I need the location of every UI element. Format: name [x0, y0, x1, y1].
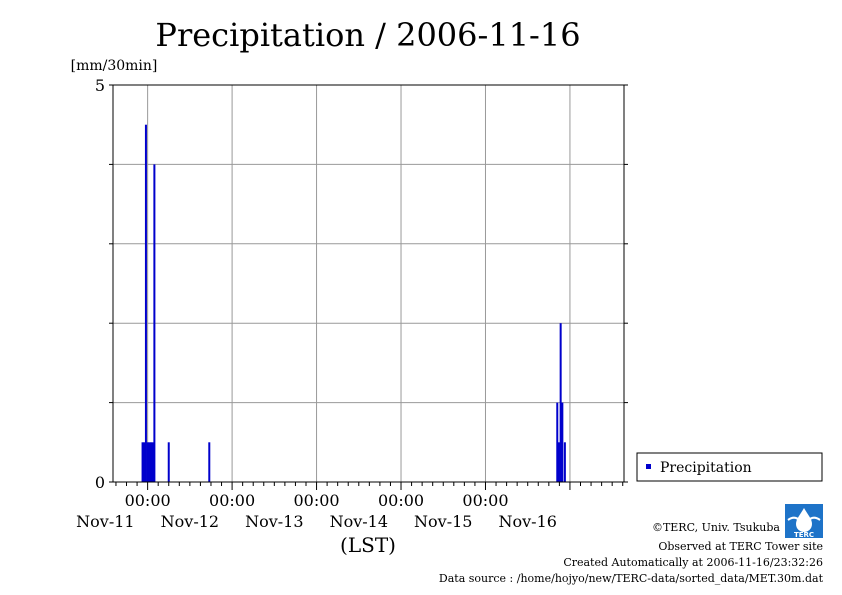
logo-text: TERC	[794, 531, 814, 539]
x-date-label: Nov-15	[414, 512, 472, 531]
observed-text: Observed at TERC Tower site	[658, 540, 823, 553]
precipitation-bar	[146, 442, 149, 482]
y-tick-label: 5	[95, 76, 105, 95]
x-axis-label: (LST)	[340, 533, 396, 557]
precipitation-bar	[144, 124, 147, 482]
precipitation-bar	[559, 323, 562, 482]
precipitation-bar	[141, 442, 144, 482]
x-time-label: 00:00	[294, 491, 340, 510]
copyright-text: ©TERC, Univ. Tsukuba	[652, 521, 780, 534]
y-tick-label: 0	[95, 473, 105, 492]
x-date-label: Nov-16	[498, 512, 556, 531]
precipitation-bar	[563, 442, 566, 482]
x-date-label: Nov-12	[161, 512, 219, 531]
x-date-label: Nov-14	[330, 512, 388, 531]
precipitation-bar	[153, 164, 156, 482]
chart-title: Precipitation / 2006-11-16	[155, 16, 580, 54]
legend-label: Precipitation	[660, 460, 752, 476]
precipitation-bar	[151, 442, 154, 482]
precipitation-bar	[556, 402, 559, 482]
x-time-label: 00:00	[209, 491, 255, 510]
precipitation-bar	[208, 442, 211, 482]
precipitation-bar	[143, 442, 146, 482]
x-time-label: 00:00	[462, 491, 508, 510]
legend-box	[636, 452, 823, 482]
axis-tick-labels: 0 5 00:00 00:00 00:00 00:00 00:00 Nov-11 Nov-12 N…	[76, 76, 557, 531]
x-date-label: Nov-13	[245, 512, 303, 531]
terc-logo-icon: TERC	[785, 504, 823, 539]
x-time-label: 00:00	[125, 491, 171, 510]
y-axis-label: [mm/30min]	[71, 58, 158, 74]
precipitation-bar	[148, 442, 151, 482]
precipitation-bar	[167, 442, 170, 482]
legend-swatch	[646, 464, 651, 469]
precipitation-bar	[557, 442, 560, 482]
legend: Precipitation	[636, 452, 823, 482]
precipitation-bars	[141, 124, 566, 482]
precipitation-bar	[561, 402, 564, 482]
grid-lines	[113, 85, 624, 482]
created-text: Created Automatically at 2006-11-16/23:3…	[563, 556, 823, 569]
logo-wave-shape	[787, 516, 821, 522]
axis-ticks	[109, 84, 628, 490]
data-source-text: Data source : /home/hojyo/new/TERC-data/…	[439, 572, 824, 585]
precipitation-bar	[150, 442, 153, 482]
x-time-label: 00:00	[378, 491, 424, 510]
plot-frame	[112, 84, 625, 483]
logo-drop-shape	[796, 508, 812, 532]
x-date-label: Nov-11	[76, 512, 134, 531]
